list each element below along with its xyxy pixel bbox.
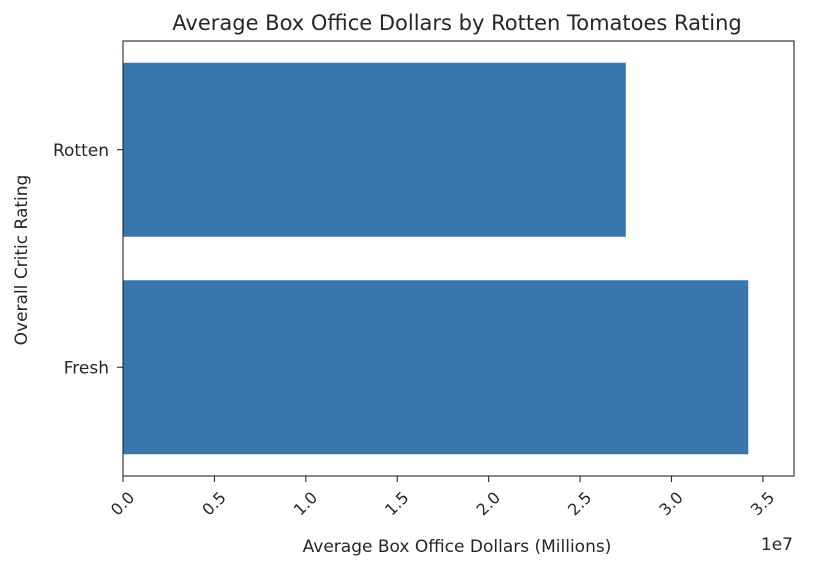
plot-area-frame xyxy=(122,40,795,477)
x-tick-label: 2.0 xyxy=(473,488,504,519)
chart-title: Average Box Office Dollars by Rotten Tom… xyxy=(172,11,741,35)
x-tick-label: 0.5 xyxy=(198,488,229,519)
y-axis-label: Overall Critic Rating xyxy=(12,175,32,346)
x-tick-label: 1.5 xyxy=(381,488,412,519)
bars-layer xyxy=(123,62,749,455)
x-axis-label: Average Box Office Dollars (Millions) xyxy=(303,537,612,557)
y-tick-label-fresh: Fresh xyxy=(64,358,109,378)
y-axis: Rotten Fresh xyxy=(53,141,123,378)
y-tick-label-rotten: Rotten xyxy=(53,141,109,161)
bar-fresh xyxy=(123,280,749,455)
x-tick-label: 2.5 xyxy=(564,488,595,519)
x-axis-offset-label: 1e7 xyxy=(761,535,793,555)
x-axis: 0.0 0.5 1.0 1.5 2.0 2.5 3.0 3.5 xyxy=(107,476,778,519)
bar-rotten xyxy=(123,62,626,237)
x-tick-label: 0.0 xyxy=(107,488,138,519)
x-tick-label: 3.5 xyxy=(747,488,778,519)
x-tick-label: 3.0 xyxy=(655,488,686,519)
x-tick-label: 1.0 xyxy=(290,488,321,519)
